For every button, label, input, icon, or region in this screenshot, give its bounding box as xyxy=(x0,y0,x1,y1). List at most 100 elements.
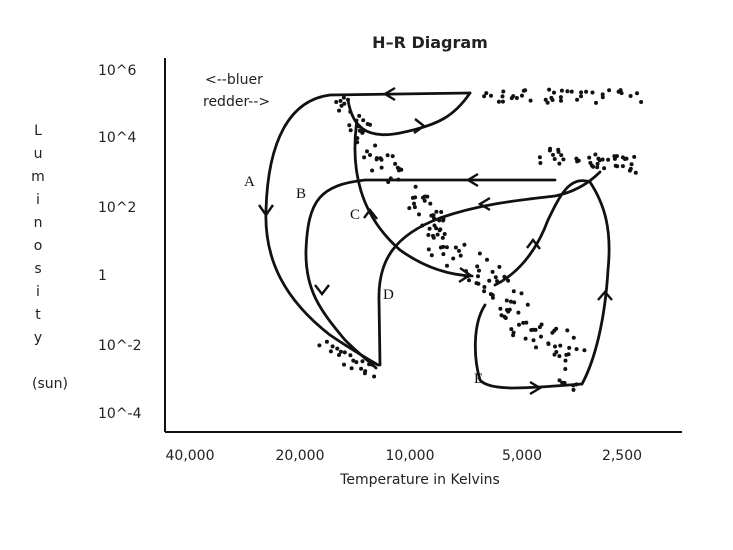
star-dot xyxy=(498,306,503,311)
x-tick-label: 10,000 xyxy=(386,448,435,464)
star-dot xyxy=(475,264,480,269)
star-dot xyxy=(616,89,621,94)
star-dot xyxy=(431,213,436,218)
star-dot xyxy=(441,252,446,257)
star-dot xyxy=(558,95,563,100)
star-dot xyxy=(365,122,370,126)
star-dot xyxy=(425,194,430,199)
star-dot xyxy=(385,153,390,158)
star-dot xyxy=(569,89,574,94)
star-dot xyxy=(335,346,340,351)
star-dot xyxy=(550,98,555,102)
star-dot xyxy=(379,157,384,162)
track-d xyxy=(377,170,602,367)
star-dot xyxy=(595,165,600,170)
star-dot xyxy=(524,320,529,325)
star-dot xyxy=(506,278,511,283)
star-dot xyxy=(412,201,416,206)
star-dot xyxy=(441,218,446,223)
star-dot xyxy=(500,94,505,99)
star-dot xyxy=(597,158,602,163)
star-dot xyxy=(379,165,384,170)
arrow xyxy=(465,172,479,188)
star-dot xyxy=(467,278,471,283)
star-dot xyxy=(439,210,444,214)
star-dot xyxy=(429,253,434,258)
star-dot xyxy=(511,289,516,294)
star-dot xyxy=(612,156,617,161)
star-dot xyxy=(482,289,487,294)
star-dot xyxy=(511,330,516,335)
star-dot xyxy=(482,94,487,99)
star-dot xyxy=(507,307,512,312)
star-dot xyxy=(427,226,432,231)
star-dot xyxy=(606,157,611,162)
star-dot xyxy=(490,269,495,274)
star-dot xyxy=(413,195,418,200)
star-dot xyxy=(337,108,342,113)
star-dot xyxy=(490,293,495,298)
star-dot xyxy=(496,99,501,104)
y-axis-label-letter: m xyxy=(31,169,45,185)
star-dot xyxy=(451,256,456,261)
star-dot xyxy=(339,103,344,108)
star-dot xyxy=(602,166,607,171)
x-tick-label: 5,000 xyxy=(502,448,542,464)
star-dot xyxy=(458,253,463,258)
star-dot xyxy=(426,233,431,237)
star-dot xyxy=(595,161,600,166)
star-dot xyxy=(361,118,366,123)
star-dot xyxy=(633,170,638,175)
star-dot xyxy=(587,155,592,160)
star-dot xyxy=(615,164,620,169)
star-dot xyxy=(590,90,595,95)
star-dot xyxy=(355,140,360,145)
track-a-loop xyxy=(346,91,472,136)
star-dot xyxy=(338,98,343,103)
star-dot xyxy=(571,335,576,340)
star-dot xyxy=(390,154,395,159)
star-dot xyxy=(543,97,548,102)
star-dot xyxy=(620,164,625,169)
star-dot xyxy=(328,349,333,354)
x-axis-label: Temperature in Kelvins xyxy=(339,472,500,488)
track-label: D xyxy=(383,287,394,303)
star-dot xyxy=(537,155,542,160)
track-label: A xyxy=(244,174,255,190)
star-dot xyxy=(351,358,356,363)
star-dot xyxy=(317,343,322,348)
star-dot xyxy=(365,149,369,154)
star-dot xyxy=(627,168,632,173)
star-dot xyxy=(359,366,364,371)
star-dot xyxy=(503,316,508,320)
star-dot xyxy=(528,98,533,103)
star-dot xyxy=(346,97,350,102)
star-dot xyxy=(559,153,564,158)
star-dot xyxy=(474,281,479,286)
star-dot xyxy=(347,123,352,128)
star-dot xyxy=(559,98,563,103)
star-dot xyxy=(453,245,458,250)
star-dot xyxy=(374,157,379,162)
star-dot xyxy=(574,156,579,161)
star-dot xyxy=(342,350,347,355)
star-dot xyxy=(547,87,552,92)
track-label: B xyxy=(296,186,306,202)
star-dot xyxy=(357,113,362,118)
star-dot xyxy=(370,168,375,173)
star-dot xyxy=(440,235,445,240)
star-dot xyxy=(552,352,557,357)
star-dot xyxy=(508,299,513,304)
star-dot xyxy=(489,93,493,98)
y-axis-label-letter: u xyxy=(34,146,43,162)
star-dot xyxy=(504,298,509,303)
star-dot xyxy=(370,362,375,367)
star-dot xyxy=(557,161,562,166)
star-dot xyxy=(477,251,482,256)
star-dot xyxy=(338,349,343,354)
star-dot xyxy=(593,152,598,157)
star-dot xyxy=(635,91,639,96)
star-dot xyxy=(624,156,629,161)
star-dot xyxy=(348,109,353,114)
